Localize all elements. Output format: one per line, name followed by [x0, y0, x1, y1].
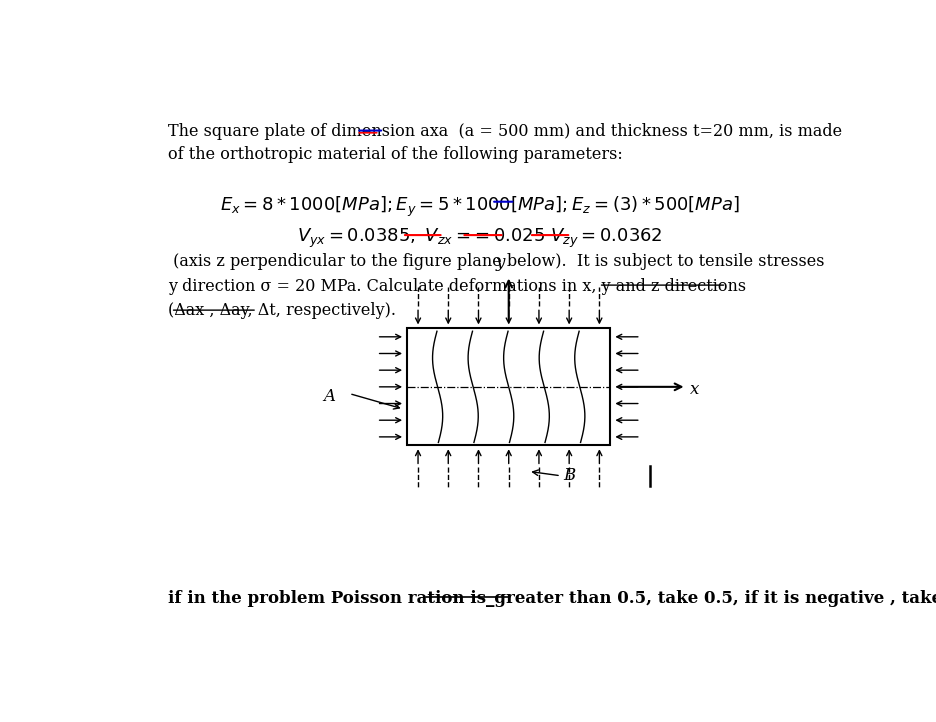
Text: of the orthotropic material of the following parameters:: of the orthotropic material of the follo… [168, 146, 622, 163]
Text: y: y [496, 254, 505, 271]
Text: A: A [324, 388, 336, 405]
Text: (axis z perpendicular to the figure plane below).  It is subject to tensile stre: (axis z perpendicular to the figure plan… [168, 253, 825, 271]
Text: The square plate of dimension axa  (a = 500 mm) and thickness t=20 mm, is made: The square plate of dimension axa (a = 5… [168, 123, 841, 140]
Text: (Δax , Δay, Δt, respectively).: (Δax , Δay, Δt, respectively). [168, 303, 396, 319]
Text: y direction σ = 20 MPa. Calculate deformations in x, y and z directions: y direction σ = 20 MPa. Calculate deform… [168, 278, 746, 295]
Bar [407, 329, 610, 445]
Text: $V_{yx} = 0.0385,\ V_{zx} =\!=0.025\ V_{zy} = 0.0362$: $V_{yx} = 0.0385,\ V_{zx} =\!=0.025\ V_{… [297, 227, 663, 250]
Text: B: B [563, 467, 576, 484]
Text: $E_x = 8 * 1000[MPa];E_y = 5 * 1000[MPa];E_z = (3) * 500[MPa]$: $E_x = 8 * 1000[MPa];E_y = 5 * 1000[MPa]… [220, 195, 739, 219]
Text: if in the problem Poisson ration is_greater than 0.5, take 0.5, if it is negativ: if in the problem Poisson ration is_grea… [168, 590, 936, 606]
Text: x: x [690, 380, 699, 398]
